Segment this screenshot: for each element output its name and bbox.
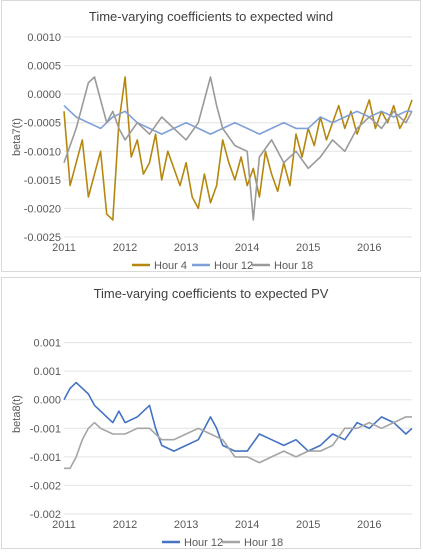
y-axis-label: beta8(t) bbox=[11, 395, 23, 433]
y-tick-label: -0.0025 bbox=[24, 232, 61, 244]
legend-label: Hour 18 bbox=[274, 260, 313, 271]
x-tick-label: 2015 bbox=[296, 519, 320, 531]
x-tick-label: 2016 bbox=[357, 519, 381, 531]
y-tick-label: -0.0010 bbox=[24, 146, 61, 158]
y-tick-label: -0.0015 bbox=[24, 175, 61, 187]
y-tick-label: 0.001 bbox=[33, 338, 61, 350]
chart-title: Time-varying coefficients to expected wi… bbox=[89, 9, 333, 24]
y-tick-label: -0.001 bbox=[30, 423, 61, 435]
x-tick-label: 2011 bbox=[52, 242, 76, 254]
x-tick-label: 2014 bbox=[235, 242, 259, 254]
y-axis-label: beta7(t) bbox=[11, 118, 23, 156]
x-tick-label: 2015 bbox=[296, 242, 320, 254]
wind-chart-panel: Time-varying coefficients to expected wi… bbox=[1, 0, 421, 272]
x-tick-label: 2016 bbox=[357, 242, 381, 254]
wind-chart: Time-varying coefficients to expected wi… bbox=[11, 9, 413, 272]
legend-label: Hour 4 bbox=[154, 260, 187, 271]
series-line-hour-18 bbox=[63, 76, 413, 221]
x-tick-label: 2012 bbox=[113, 519, 137, 531]
y-tick-label: 0.001 bbox=[33, 366, 61, 378]
x-tick-label: 2013 bbox=[174, 242, 198, 254]
x-tick-label: 2013 bbox=[174, 519, 198, 531]
y-tick-label: -0.002 bbox=[30, 480, 61, 492]
y-tick-label: 0.0005 bbox=[27, 61, 61, 73]
chart-title: Time-varying coefficients to expected PV bbox=[94, 286, 329, 301]
y-tick-label: -0.0020 bbox=[24, 203, 61, 215]
y-tick-label: 0.0010 bbox=[27, 32, 61, 44]
x-tick-label: 2014 bbox=[235, 519, 259, 531]
y-tick-label: -0.002 bbox=[30, 509, 61, 521]
y-tick-label: 0.000 bbox=[33, 395, 61, 407]
legend-label: Hour 18 bbox=[244, 537, 283, 548]
pv-chart-panel: Time-varying coefficients to expected PV… bbox=[1, 277, 421, 549]
x-tick-label: 2012 bbox=[113, 242, 137, 254]
y-tick-label: -0.0005 bbox=[24, 118, 61, 130]
pv-chart: Time-varying coefficients to expected PV… bbox=[11, 286, 413, 549]
series-line-hour-12 bbox=[63, 381, 413, 452]
x-tick-label: 2011 bbox=[52, 519, 76, 531]
y-tick-label: -0.001 bbox=[30, 452, 61, 464]
legend-label: Hour 12 bbox=[184, 537, 223, 548]
series-line-hour-18 bbox=[64, 416, 412, 470]
legend-label: Hour 12 bbox=[214, 260, 253, 271]
series-line-hour-12 bbox=[63, 105, 412, 135]
series-line-hour-4 bbox=[63, 76, 413, 221]
y-tick-label: 0.0000 bbox=[27, 89, 61, 101]
